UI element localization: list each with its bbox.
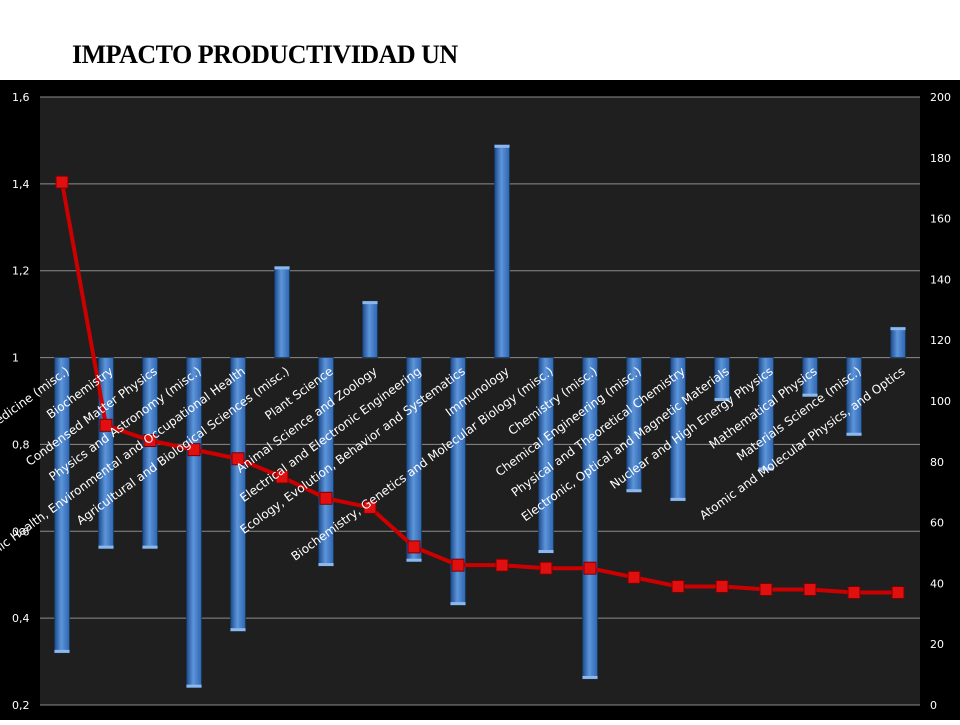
bar-cap bbox=[186, 684, 202, 688]
bar bbox=[494, 144, 510, 358]
bar-cap bbox=[274, 266, 290, 270]
line-point bbox=[319, 491, 333, 505]
y-axis-left: 0,2 0,4 0,6 0,8 1 1,2 1,4 1,6 bbox=[12, 91, 30, 712]
y2-tick-label: 20 bbox=[930, 638, 944, 651]
bar-cap bbox=[406, 558, 422, 562]
y-tick-label: 1,2 bbox=[12, 265, 30, 278]
y-tick-label: 1 bbox=[12, 352, 19, 365]
line-point bbox=[495, 558, 509, 572]
line-point bbox=[891, 586, 905, 600]
plot-area bbox=[40, 97, 920, 705]
bar-cap bbox=[626, 489, 642, 493]
bar-cap bbox=[802, 393, 818, 397]
bar-cap bbox=[362, 301, 378, 305]
bar-cap bbox=[450, 602, 466, 606]
line-point bbox=[55, 175, 69, 189]
line-point bbox=[187, 443, 201, 457]
bar-cap bbox=[890, 327, 906, 331]
bar bbox=[670, 357, 686, 502]
y-tick-label: 0,8 bbox=[12, 438, 30, 451]
y-tick-label: 1,4 bbox=[12, 178, 30, 191]
bar-cap bbox=[54, 649, 70, 653]
bar-cap bbox=[538, 550, 554, 553]
y2-tick-label: 140 bbox=[930, 273, 951, 286]
bar-cap bbox=[846, 432, 862, 436]
series-line bbox=[60, 181, 898, 595]
y2-tick-label: 160 bbox=[930, 213, 951, 226]
line-point bbox=[671, 579, 685, 593]
bar-cap bbox=[758, 467, 774, 471]
line-point bbox=[539, 561, 553, 575]
y-tick-label: 0,6 bbox=[12, 525, 30, 538]
bar bbox=[142, 357, 158, 550]
y2-tick-label: 40 bbox=[930, 577, 944, 590]
bar-cap bbox=[98, 545, 114, 549]
bar-cap bbox=[318, 563, 334, 567]
y2-tick-label: 120 bbox=[930, 334, 951, 347]
bar-cap bbox=[142, 545, 158, 549]
bar bbox=[406, 357, 422, 563]
line-point bbox=[759, 582, 773, 596]
chart-container: 0,2 0,4 0,6 0,8 1 1,2 1,4 1,6 0 20 40 60 80 100 120 14… bbox=[0, 80, 960, 720]
y2-tick-label: 60 bbox=[930, 517, 944, 530]
bar-cap bbox=[582, 675, 598, 679]
bar-series bbox=[54, 144, 906, 689]
bar bbox=[450, 357, 466, 606]
y2-tick-label: 200 bbox=[930, 91, 951, 104]
line-point bbox=[715, 579, 729, 593]
bar bbox=[362, 300, 378, 358]
line-point bbox=[627, 570, 641, 584]
line-point bbox=[847, 586, 861, 600]
y-tick-label: 1,6 bbox=[12, 91, 30, 104]
line-point bbox=[143, 434, 157, 448]
line-point bbox=[275, 470, 289, 484]
y2-tick-label: 80 bbox=[930, 456, 944, 469]
bar bbox=[802, 357, 818, 398]
line-point bbox=[231, 452, 245, 466]
line-point bbox=[407, 540, 421, 554]
line-point bbox=[451, 558, 465, 572]
bar-cap bbox=[714, 398, 730, 401]
combo-chart: 0,2 0,4 0,6 0,8 1 1,2 1,4 1,6 0 20 40 60 80 100 120 14… bbox=[0, 91, 951, 712]
line-point bbox=[363, 500, 377, 514]
line-series bbox=[55, 175, 905, 600]
bar bbox=[274, 265, 290, 358]
bar-cap bbox=[230, 628, 246, 632]
y-axis-right: 0 20 40 60 80 100 120 140 160 180 200 bbox=[930, 91, 951, 712]
y2-tick-label: 100 bbox=[930, 395, 951, 408]
y2-tick-label: 0 bbox=[930, 699, 937, 712]
bar bbox=[538, 357, 554, 554]
y-tick-label: 0,2 bbox=[12, 699, 30, 712]
bar bbox=[890, 326, 906, 358]
line-point bbox=[803, 582, 817, 596]
bar-cap bbox=[494, 144, 510, 148]
line-point bbox=[583, 561, 597, 575]
y2-tick-label: 180 bbox=[930, 152, 951, 165]
line-point bbox=[99, 418, 113, 432]
page-title: IMPACTO PRODUCTIVIDAD UN bbox=[72, 40, 458, 69]
bar-cap bbox=[670, 497, 686, 501]
y-tick-label: 0,4 bbox=[12, 612, 30, 625]
